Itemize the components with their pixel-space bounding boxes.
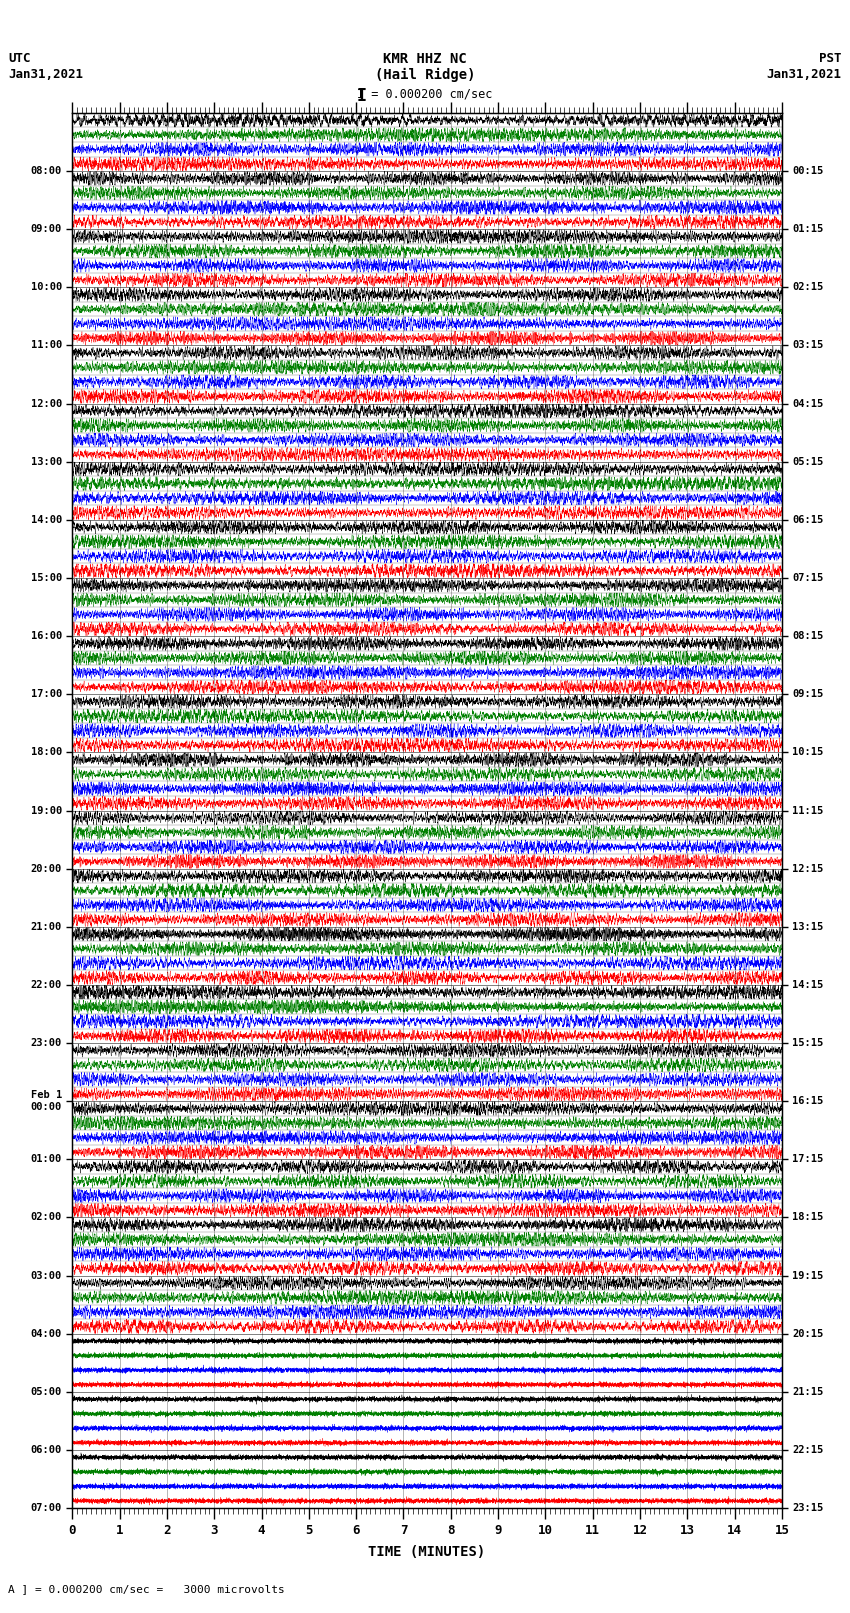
Text: Jan31,2021: Jan31,2021 [767, 68, 842, 81]
Text: I = 0.000200 cm/sec: I = 0.000200 cm/sec [357, 87, 493, 100]
Text: KMR HHZ NC: KMR HHZ NC [383, 52, 467, 66]
Text: (Hail Ridge): (Hail Ridge) [375, 68, 475, 82]
Text: I: I [356, 87, 366, 105]
Text: UTC: UTC [8, 52, 31, 65]
Text: PST: PST [819, 52, 842, 65]
X-axis label: TIME (MINUTES): TIME (MINUTES) [369, 1545, 485, 1560]
Text: A ] = 0.000200 cm/sec =   3000 microvolts: A ] = 0.000200 cm/sec = 3000 microvolts [8, 1584, 286, 1594]
Text: Jan31,2021: Jan31,2021 [8, 68, 83, 81]
